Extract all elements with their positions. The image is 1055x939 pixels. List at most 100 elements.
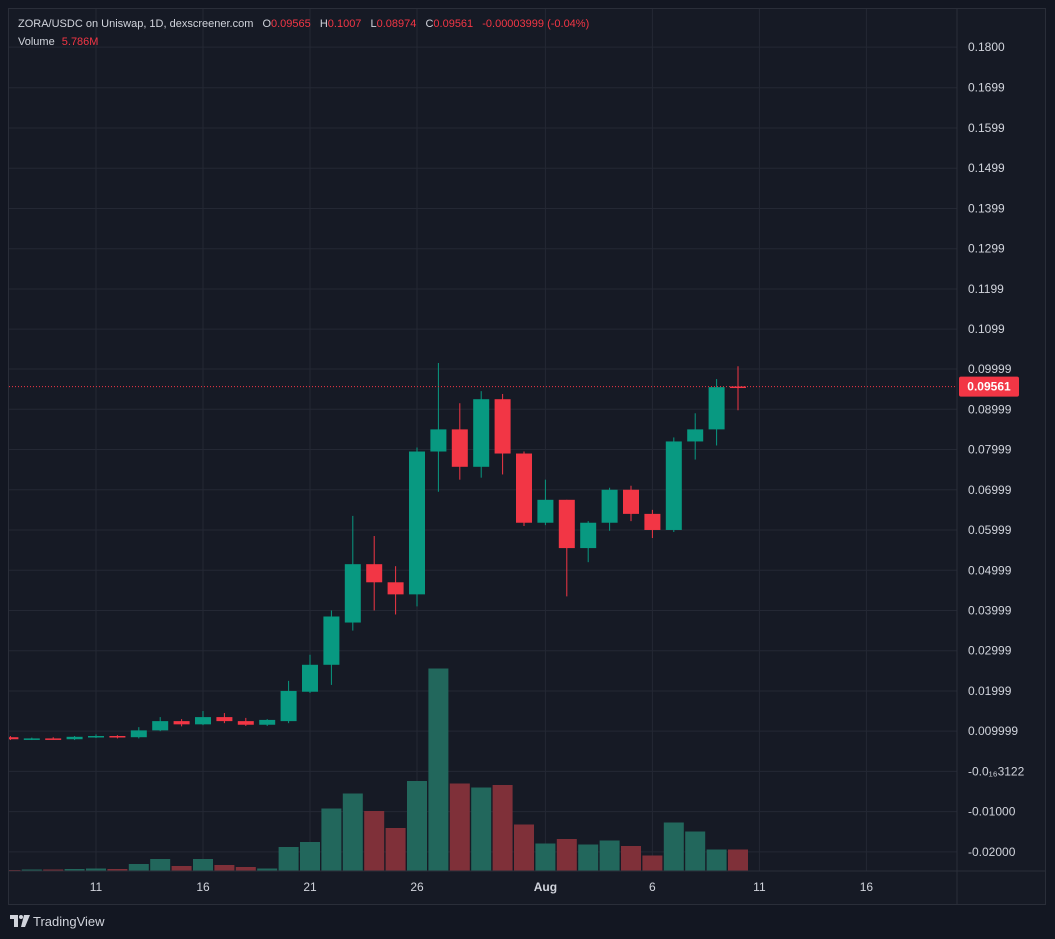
volume-bar [235, 867, 256, 871]
candle-body [259, 719, 276, 725]
candle [195, 711, 211, 726]
volume-bar [171, 866, 192, 871]
price-chart[interactable]: 0.1800 0.1699 0.1599 0.1499 0.1399 0.1299 0.11… [9, 9, 1046, 905]
volume-bar [706, 849, 727, 871]
volume-bar [449, 783, 470, 871]
candle-body [687, 429, 704, 442]
volume-bar [278, 847, 299, 871]
time-tick-label: 6 [649, 880, 656, 894]
candle-body [623, 489, 639, 514]
legend-ohlc: ZORA/USDC on Uniswap, 1D, dexscreener.co… [18, 17, 589, 31]
candle-body [23, 738, 40, 740]
candle-body [216, 717, 233, 722]
price-tick-label: 0.02999 [968, 644, 1012, 658]
candle [216, 713, 233, 724]
tradingview-logo-icon [10, 915, 30, 927]
volume-bar [471, 787, 492, 871]
candle-body [580, 522, 597, 549]
candle [451, 403, 468, 480]
last-price-tag-label: 0.09561 [967, 380, 1011, 394]
candle [665, 437, 682, 532]
price-axis[interactable]: 0.1800 0.1699 0.1599 0.1499 0.1399 0.1299 0.11… [956, 9, 1025, 905]
tradingview-brand-label: TradingView [33, 913, 105, 929]
candle-body [280, 690, 297, 722]
candle [708, 379, 725, 446]
price-tick-label: 0.05999 [968, 523, 1012, 537]
time-tick-label: 11 [753, 880, 766, 894]
candle [302, 654, 318, 693]
price-tick-label: 0.1099 [968, 322, 1005, 336]
candle-body [323, 616, 340, 665]
price-tick-label: -0.01000 [968, 805, 1016, 819]
candle [259, 719, 276, 726]
price-tick-label: 0.06999 [968, 483, 1012, 497]
time-axis[interactable]: 11 16 21 26 Aug 6 11 16 [9, 870, 1046, 894]
volume-bar [257, 868, 278, 871]
candle [623, 485, 639, 522]
low-value: 0.08974 [376, 18, 417, 30]
candle-body [344, 564, 361, 623]
price-tick-label: 0.03999 [968, 604, 1012, 618]
volume-bar [193, 859, 213, 871]
volume-bar [43, 869, 64, 871]
candle-body [109, 736, 126, 738]
symbol-title[interactable]: ZORA/USDC on Uniswap, 1D, dexscreener.co… [18, 18, 254, 30]
volume-bar [300, 842, 320, 871]
volume-bar [578, 844, 599, 871]
volume-bar [621, 846, 641, 871]
volume-bar [556, 839, 577, 871]
candle [344, 515, 361, 631]
volume-bar [364, 811, 385, 871]
candle [516, 451, 532, 526]
time-tick-label: 16 [860, 880, 874, 894]
candle [537, 479, 554, 526]
price-tick-label: 0.07999 [968, 443, 1012, 457]
candle-body [473, 399, 490, 467]
volume-value: 5.786M [61, 36, 99, 48]
change-value: -0.00003999 (-0.04%) [482, 18, 590, 30]
tradingview-branding[interactable]: TradingView [10, 912, 105, 930]
price-tick-label: 0.1299 [968, 242, 1005, 256]
candle [237, 717, 254, 726]
candle [109, 735, 126, 739]
candle [387, 566, 404, 615]
volume-layer [9, 668, 748, 871]
high-value: 0.1007 [327, 18, 362, 30]
candle [45, 737, 62, 740]
volume-bar [64, 869, 85, 871]
candle [88, 734, 104, 739]
candle [558, 499, 575, 597]
price-tick-label: -0.0₁₆3122 [968, 764, 1025, 778]
candle-body [302, 664, 318, 692]
candle-body [88, 736, 104, 738]
price-tick-label: 0.08999 [968, 402, 1012, 416]
volume-bar [514, 824, 534, 871]
candle [580, 521, 597, 563]
candle [173, 719, 190, 727]
candle-body [644, 513, 661, 530]
candle-body [558, 499, 575, 549]
volume-bar [385, 828, 406, 871]
candle-body [409, 451, 425, 595]
chart-frame[interactable]: 0.1800 0.1699 0.1599 0.1499 0.1399 0.1299 0.11… [8, 8, 1046, 905]
volume-bar [535, 843, 556, 871]
volume-label[interactable]: Volume [18, 36, 55, 48]
volume-bar [642, 855, 663, 871]
price-tick-label: 0.01999 [968, 684, 1012, 698]
candle-body [537, 499, 554, 523]
volume-bar [492, 785, 513, 871]
price-tick-label: 0.09999 [968, 362, 1012, 376]
volume-bar [685, 831, 706, 871]
legend-volume: Volume 5.786M [18, 35, 98, 49]
volume-bar [663, 822, 684, 871]
time-tick-label: 21 [303, 880, 317, 894]
candle [601, 487, 618, 531]
close-label: C [425, 18, 434, 30]
candle-body [516, 453, 532, 523]
candle-body [130, 730, 147, 738]
price-tick-label: 0.1399 [968, 201, 1005, 215]
candle-body [451, 429, 468, 467]
price-tick-label: -0.02000 [968, 845, 1016, 859]
candle [23, 737, 40, 741]
candle-body [665, 441, 682, 530]
